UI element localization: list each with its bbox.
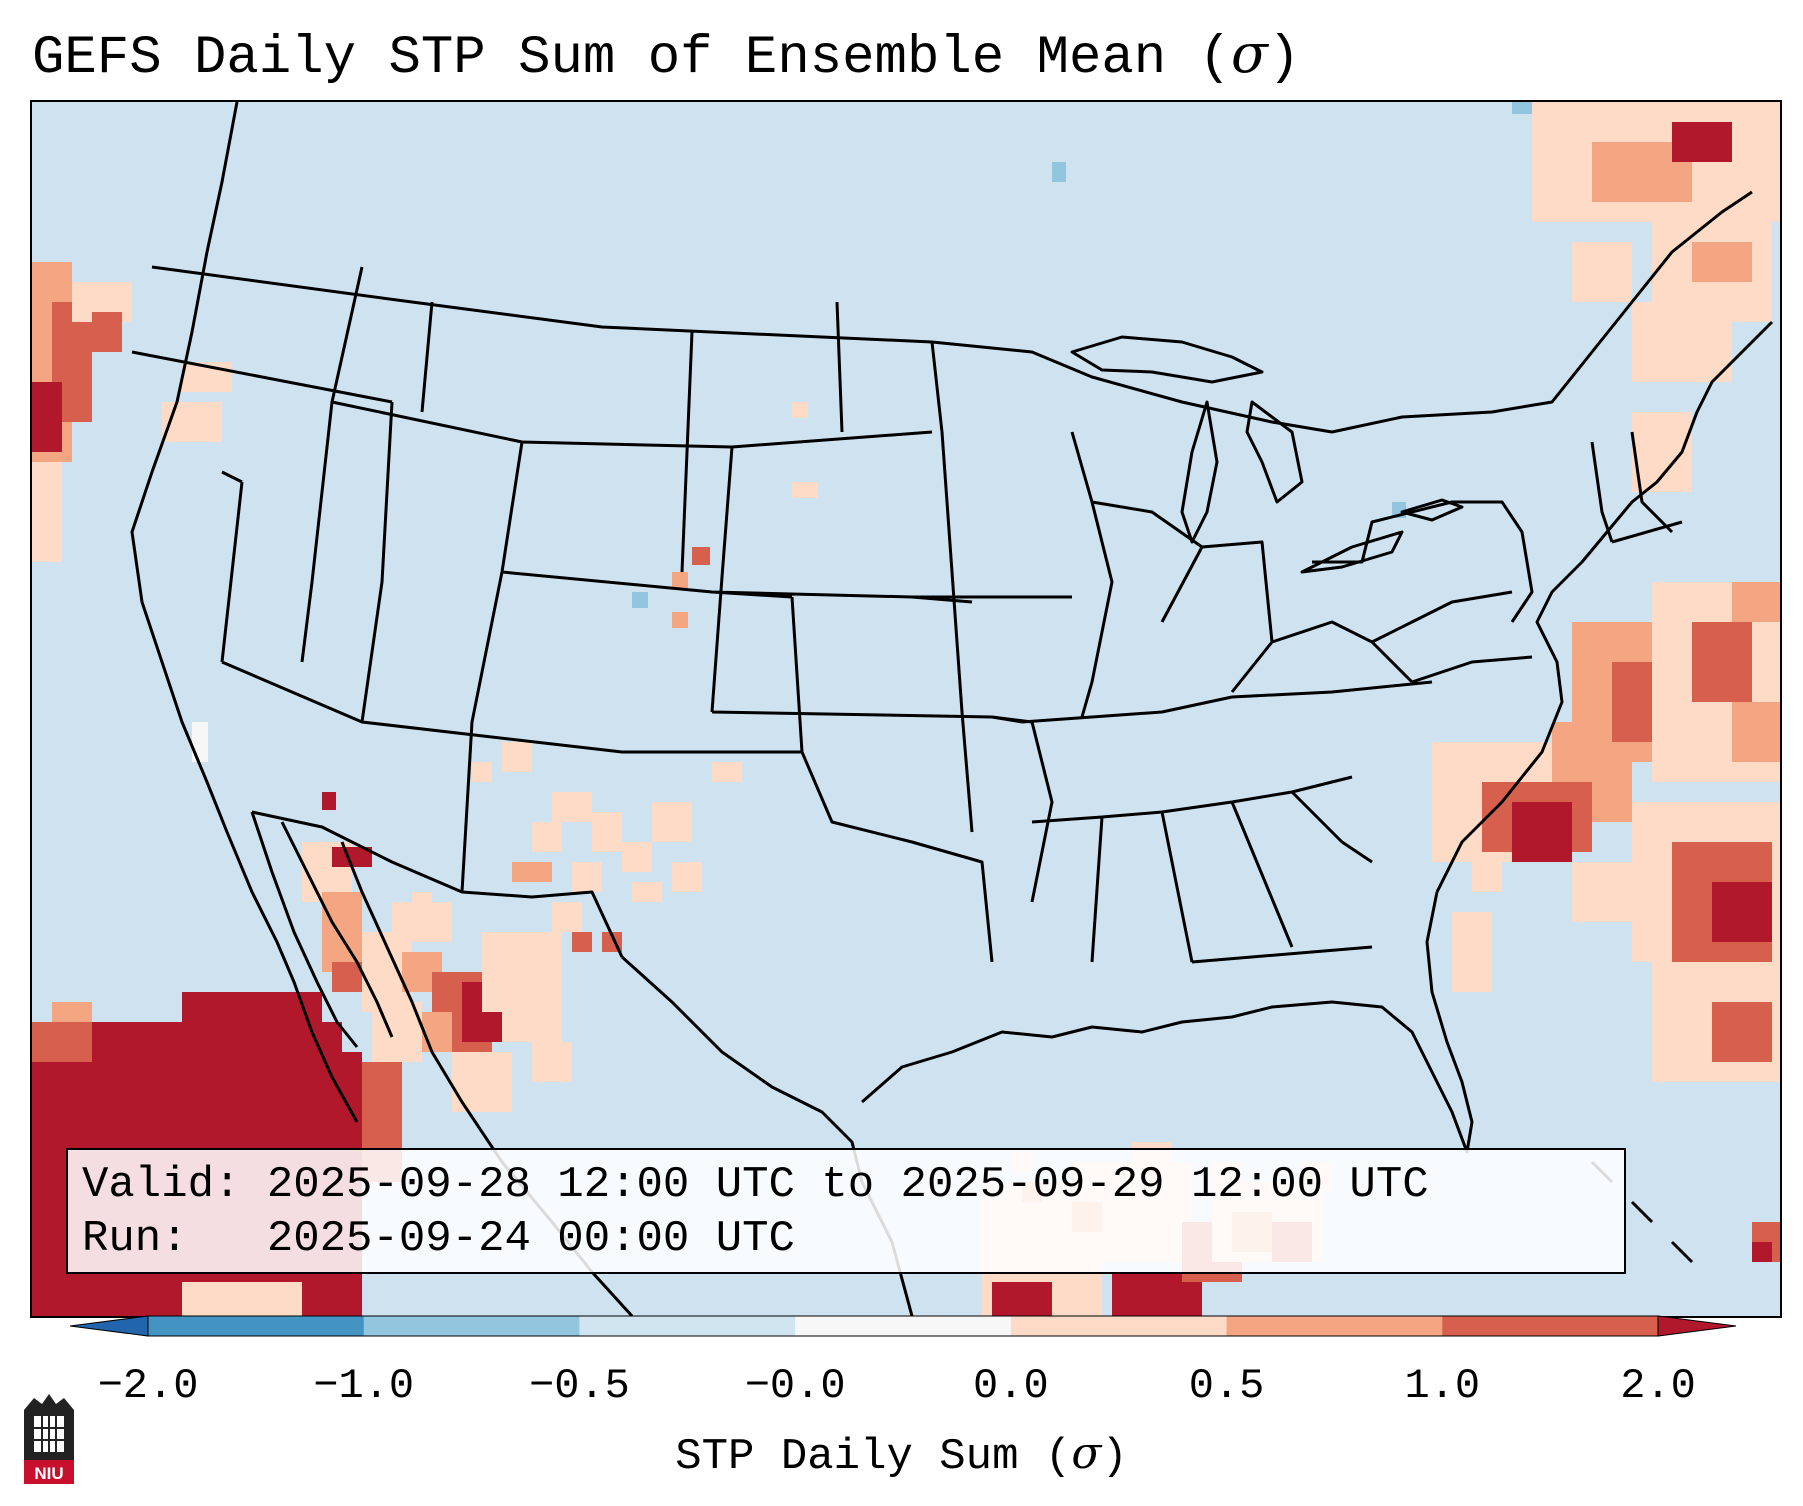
map-borders bbox=[130, 102, 1774, 1316]
stp-cell bbox=[552, 902, 582, 932]
svg-text:NIU: NIU bbox=[34, 1464, 63, 1483]
lake-superior bbox=[1070, 335, 1264, 384]
stp-cell bbox=[32, 1022, 92, 1062]
atlantic-coastline bbox=[1435, 320, 1774, 893]
colorbar-bin bbox=[148, 1316, 365, 1336]
stp-cell bbox=[572, 862, 602, 892]
stp-cell bbox=[532, 822, 562, 852]
stp-cell bbox=[1052, 162, 1066, 182]
stp-cell bbox=[672, 862, 702, 892]
colorbar-extend-low bbox=[70, 1315, 149, 1337]
colorbar-extend-high bbox=[1657, 1315, 1737, 1337]
stp-cell bbox=[502, 1002, 562, 1042]
stp-cell bbox=[182, 1282, 302, 1316]
colorbar-outline bbox=[147, 1315, 1659, 1337]
stp-cell bbox=[52, 1002, 92, 1022]
lake-erie bbox=[1300, 530, 1404, 574]
stp-cell bbox=[512, 862, 552, 882]
chart-title: GEFS Daily STP Sum of Ensemble Mean (σ) bbox=[32, 22, 1301, 89]
stp-cell bbox=[1712, 882, 1772, 942]
stp-cell bbox=[672, 612, 688, 628]
stp-cell bbox=[192, 722, 208, 762]
stp-cell bbox=[1752, 1242, 1772, 1262]
colorbar-bin bbox=[1010, 1316, 1228, 1336]
stp-cell bbox=[632, 882, 662, 902]
stp-cell bbox=[632, 592, 648, 608]
stp-cell bbox=[162, 402, 222, 442]
stp-cell bbox=[532, 1042, 572, 1082]
stp-cell bbox=[322, 792, 336, 810]
colorbar-bin bbox=[579, 1316, 796, 1336]
colorbar-label: STP Daily Sum (σ) bbox=[675, 1428, 1128, 1482]
colorbar-tick: 2.0 bbox=[1620, 1362, 1696, 1410]
stp-cell bbox=[502, 742, 532, 772]
stp-cell bbox=[1692, 622, 1752, 702]
stp-heatmap-cells bbox=[32, 102, 1780, 1316]
state-lines bbox=[131, 266, 1683, 964]
stp-cell bbox=[572, 932, 592, 952]
stp-cell bbox=[1512, 802, 1572, 862]
colorbar-bins bbox=[70, 1315, 1737, 1337]
stp-cell bbox=[1572, 862, 1632, 922]
stp-cell bbox=[32, 382, 62, 452]
stp-cell bbox=[1732, 702, 1780, 762]
stp-cell bbox=[332, 847, 372, 867]
stp-cell bbox=[472, 762, 492, 782]
colorbar-tick: −2.0 bbox=[97, 1362, 199, 1410]
colorbar-bin bbox=[1442, 1316, 1659, 1336]
colorbar-tick: −0.5 bbox=[529, 1362, 630, 1410]
stp-cell bbox=[992, 1282, 1052, 1316]
stp-cell bbox=[1572, 242, 1632, 302]
colorbar-tick: −1.0 bbox=[313, 1362, 415, 1410]
stp-cell bbox=[792, 402, 808, 418]
stp-cell bbox=[552, 792, 592, 822]
stp-cell bbox=[712, 762, 742, 782]
stp-cell bbox=[792, 482, 818, 498]
colorbar-bin bbox=[363, 1316, 580, 1336]
lake-ontario bbox=[1400, 498, 1464, 522]
stp-cell bbox=[1472, 862, 1502, 892]
stp-cell bbox=[482, 932, 562, 1012]
stp-cell bbox=[592, 812, 622, 852]
lake-huron bbox=[1245, 400, 1304, 504]
colorbar-bin bbox=[1226, 1316, 1443, 1336]
stp-cell bbox=[332, 962, 362, 992]
colorbar-tick: 0.0 bbox=[973, 1362, 1049, 1410]
colorbar-ticks: −2.0 −1.0 −0.5 −0.0 0.0 0.5 1.0 2.0 bbox=[0, 1362, 1803, 1422]
colorbar bbox=[70, 1315, 1737, 1337]
niu-logo: NIU bbox=[24, 1394, 74, 1484]
info-box: Valid: 2025-09-28 12:00 UTC to 2025-09-2… bbox=[66, 1148, 1626, 1274]
lake-michigan bbox=[1180, 400, 1219, 544]
stp-cell bbox=[1732, 582, 1780, 622]
stp-cell bbox=[1672, 122, 1732, 162]
baja-coast bbox=[250, 811, 394, 1048]
map-canvas bbox=[32, 102, 1780, 1316]
stp-cell bbox=[622, 842, 652, 872]
pacific-coastline bbox=[130, 102, 359, 1123]
stp-cell bbox=[92, 312, 122, 352]
map-panel bbox=[30, 100, 1782, 1318]
colorbar-bin bbox=[795, 1316, 1012, 1336]
stp-cell bbox=[692, 547, 710, 565]
stp-cell bbox=[1512, 102, 1532, 114]
colorbar-tick: 0.5 bbox=[1188, 1362, 1265, 1410]
stp-cell bbox=[1632, 302, 1732, 382]
stp-cell bbox=[32, 462, 62, 562]
colorbar-tick: −0.0 bbox=[744, 1362, 846, 1410]
stp-cell bbox=[1712, 1002, 1772, 1062]
canada-border bbox=[151, 190, 1753, 434]
stp-cell bbox=[412, 892, 432, 912]
stp-cell bbox=[672, 572, 688, 588]
stp-cell bbox=[1452, 912, 1492, 992]
stp-cell bbox=[1692, 242, 1752, 282]
stp-cell bbox=[1592, 782, 1632, 822]
colorbar-tick: 1.0 bbox=[1404, 1362, 1481, 1410]
stp-cell bbox=[652, 802, 692, 842]
